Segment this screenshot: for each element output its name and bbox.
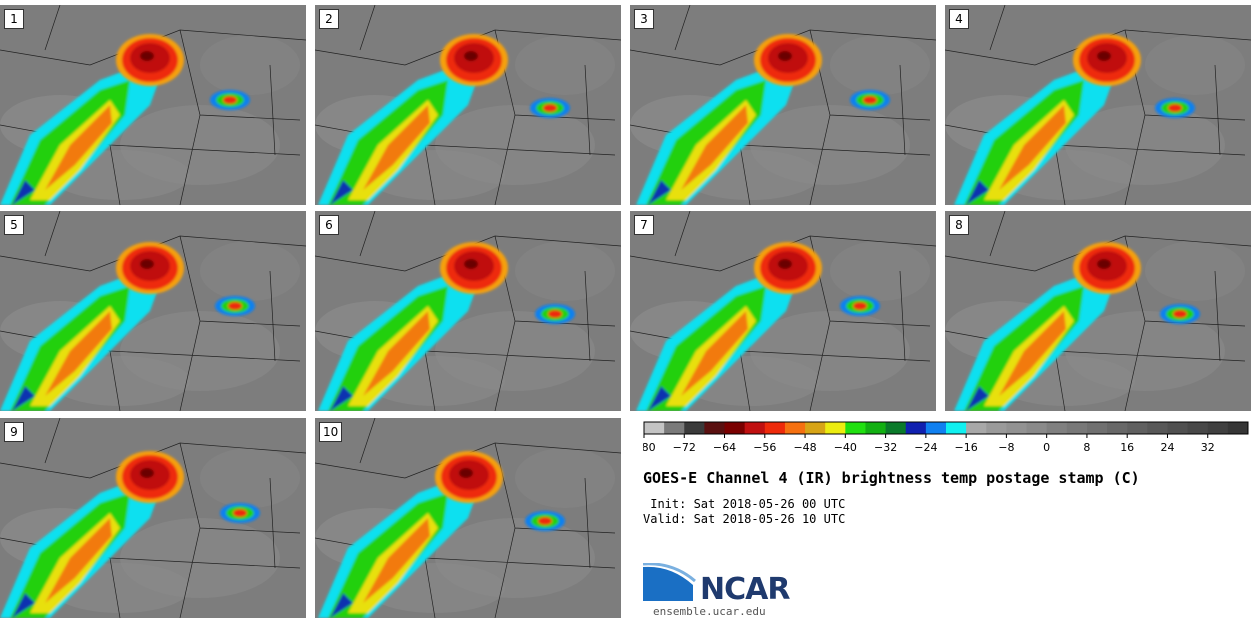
panel-number-label: 2 — [319, 9, 339, 29]
colorbar-segment — [925, 422, 947, 434]
satellite-ir-image — [945, 211, 1251, 411]
colorbar-tick-label: 16 — [1120, 441, 1134, 454]
colorbar-segment — [1187, 422, 1209, 434]
colorbar-segment — [986, 422, 1007, 434]
colorbar-segment — [845, 422, 866, 434]
forecast-panel-1: 1 — [0, 5, 306, 205]
colorbar-segment — [805, 422, 826, 434]
colorbar-segment — [1086, 422, 1108, 434]
satellite-ir-image — [315, 211, 621, 411]
colorbar-segment — [946, 422, 967, 434]
colorbar-segment — [1006, 422, 1028, 434]
colorbar-segment — [1066, 422, 1088, 434]
satellite-ir-image — [0, 418, 306, 618]
valid-time-line: Valid: Sat 2018-05-26 10 UTC — [643, 512, 846, 526]
satellite-ir-image — [630, 5, 936, 205]
figure-title: GOES-E Channel 4 (IR) brightness temp po… — [643, 469, 1140, 487]
panel-number-label: 9 — [4, 422, 24, 442]
colorbar-segment — [885, 422, 907, 434]
forecast-panel-4: 4 — [945, 5, 1251, 205]
panel-number-label: 7 — [634, 215, 654, 235]
panel-number-label: 6 — [319, 215, 339, 235]
colorbar-segment — [1227, 422, 1249, 434]
colorbar-segment — [744, 422, 766, 434]
panel-number-label: 5 — [4, 215, 24, 235]
satellite-ir-image — [315, 5, 621, 205]
colorbar-tick-label: −16 — [955, 441, 978, 454]
colorbar-tick-label: −32 — [874, 441, 897, 454]
forecast-panel-2: 2 — [315, 5, 621, 205]
ncar-logo-text: NCAR — [700, 572, 790, 607]
colorbar-segment — [905, 422, 927, 434]
panel-number-label: 4 — [949, 9, 969, 29]
colorbar-segment — [664, 422, 685, 434]
colorbar-segment — [1147, 422, 1168, 434]
colorbar-tick-label: 0 — [1043, 441, 1050, 454]
colorbar-segment — [1127, 422, 1148, 434]
forecast-panel-9: 9 — [0, 418, 306, 618]
forecast-panel-8: 8 — [945, 211, 1251, 411]
panel-number-label: 8 — [949, 215, 969, 235]
forecast-panel-6: 6 — [315, 211, 621, 411]
forecast-panel-3: 3 — [630, 5, 936, 205]
colorbar-segment — [1046, 422, 1068, 434]
colorbar-tick-label: −56 — [753, 441, 776, 454]
colorbar-segment — [724, 422, 746, 434]
colorbar-segment — [865, 422, 887, 434]
ncar-logo-swoosh-icon — [643, 563, 696, 601]
panel-number-label: 10 — [319, 422, 343, 442]
colorbar-tick-label: −64 — [713, 441, 736, 454]
colorbar-tick-label: −48 — [793, 441, 816, 454]
colorbar-segment — [1107, 422, 1128, 434]
panel-number-label: 1 — [4, 9, 24, 29]
forecast-panel-5: 5 — [0, 211, 306, 411]
ensemble-website-text: ensemble.ucar.edu — [653, 605, 766, 618]
colorbar-segment — [1026, 422, 1048, 434]
panel-number-label: 3 — [634, 9, 654, 29]
satellite-ir-image — [0, 5, 306, 205]
colorbar-tick-label: 8 — [1083, 441, 1090, 454]
init-time-line: Init: Sat 2018-05-26 00 UTC — [643, 497, 846, 511]
colorbar-segment — [764, 422, 786, 434]
satellite-ir-image — [315, 418, 621, 618]
colorbar-segment — [704, 422, 726, 434]
colorbar-tick-label: −8 — [998, 441, 1014, 454]
colorbar-segment — [966, 422, 987, 434]
forecast-panel-7: 7 — [630, 211, 936, 411]
colorbar-border — [643, 421, 1249, 435]
satellite-ir-image — [630, 211, 936, 411]
colorbar-tick-label: −80 — [643, 441, 656, 454]
colorbar-tick-label: −40 — [834, 441, 857, 454]
colorbar-segment — [684, 422, 705, 434]
satellite-ir-image — [945, 5, 1251, 205]
colorbar-segment — [644, 422, 665, 434]
colorbar-segment — [784, 422, 806, 434]
colorbar-tick-label: 32 — [1201, 441, 1215, 454]
colorbar-segment — [1167, 422, 1189, 434]
colorbar-segment — [825, 422, 846, 434]
forecast-panel-10: 10 — [315, 418, 621, 618]
colorbar-tick-label: 24 — [1160, 441, 1174, 454]
colorbar-segment — [1207, 422, 1229, 434]
satellite-ir-image — [0, 211, 306, 411]
colorbar-tick-label: −72 — [673, 441, 696, 454]
colorbar-tick-label: −24 — [914, 441, 937, 454]
